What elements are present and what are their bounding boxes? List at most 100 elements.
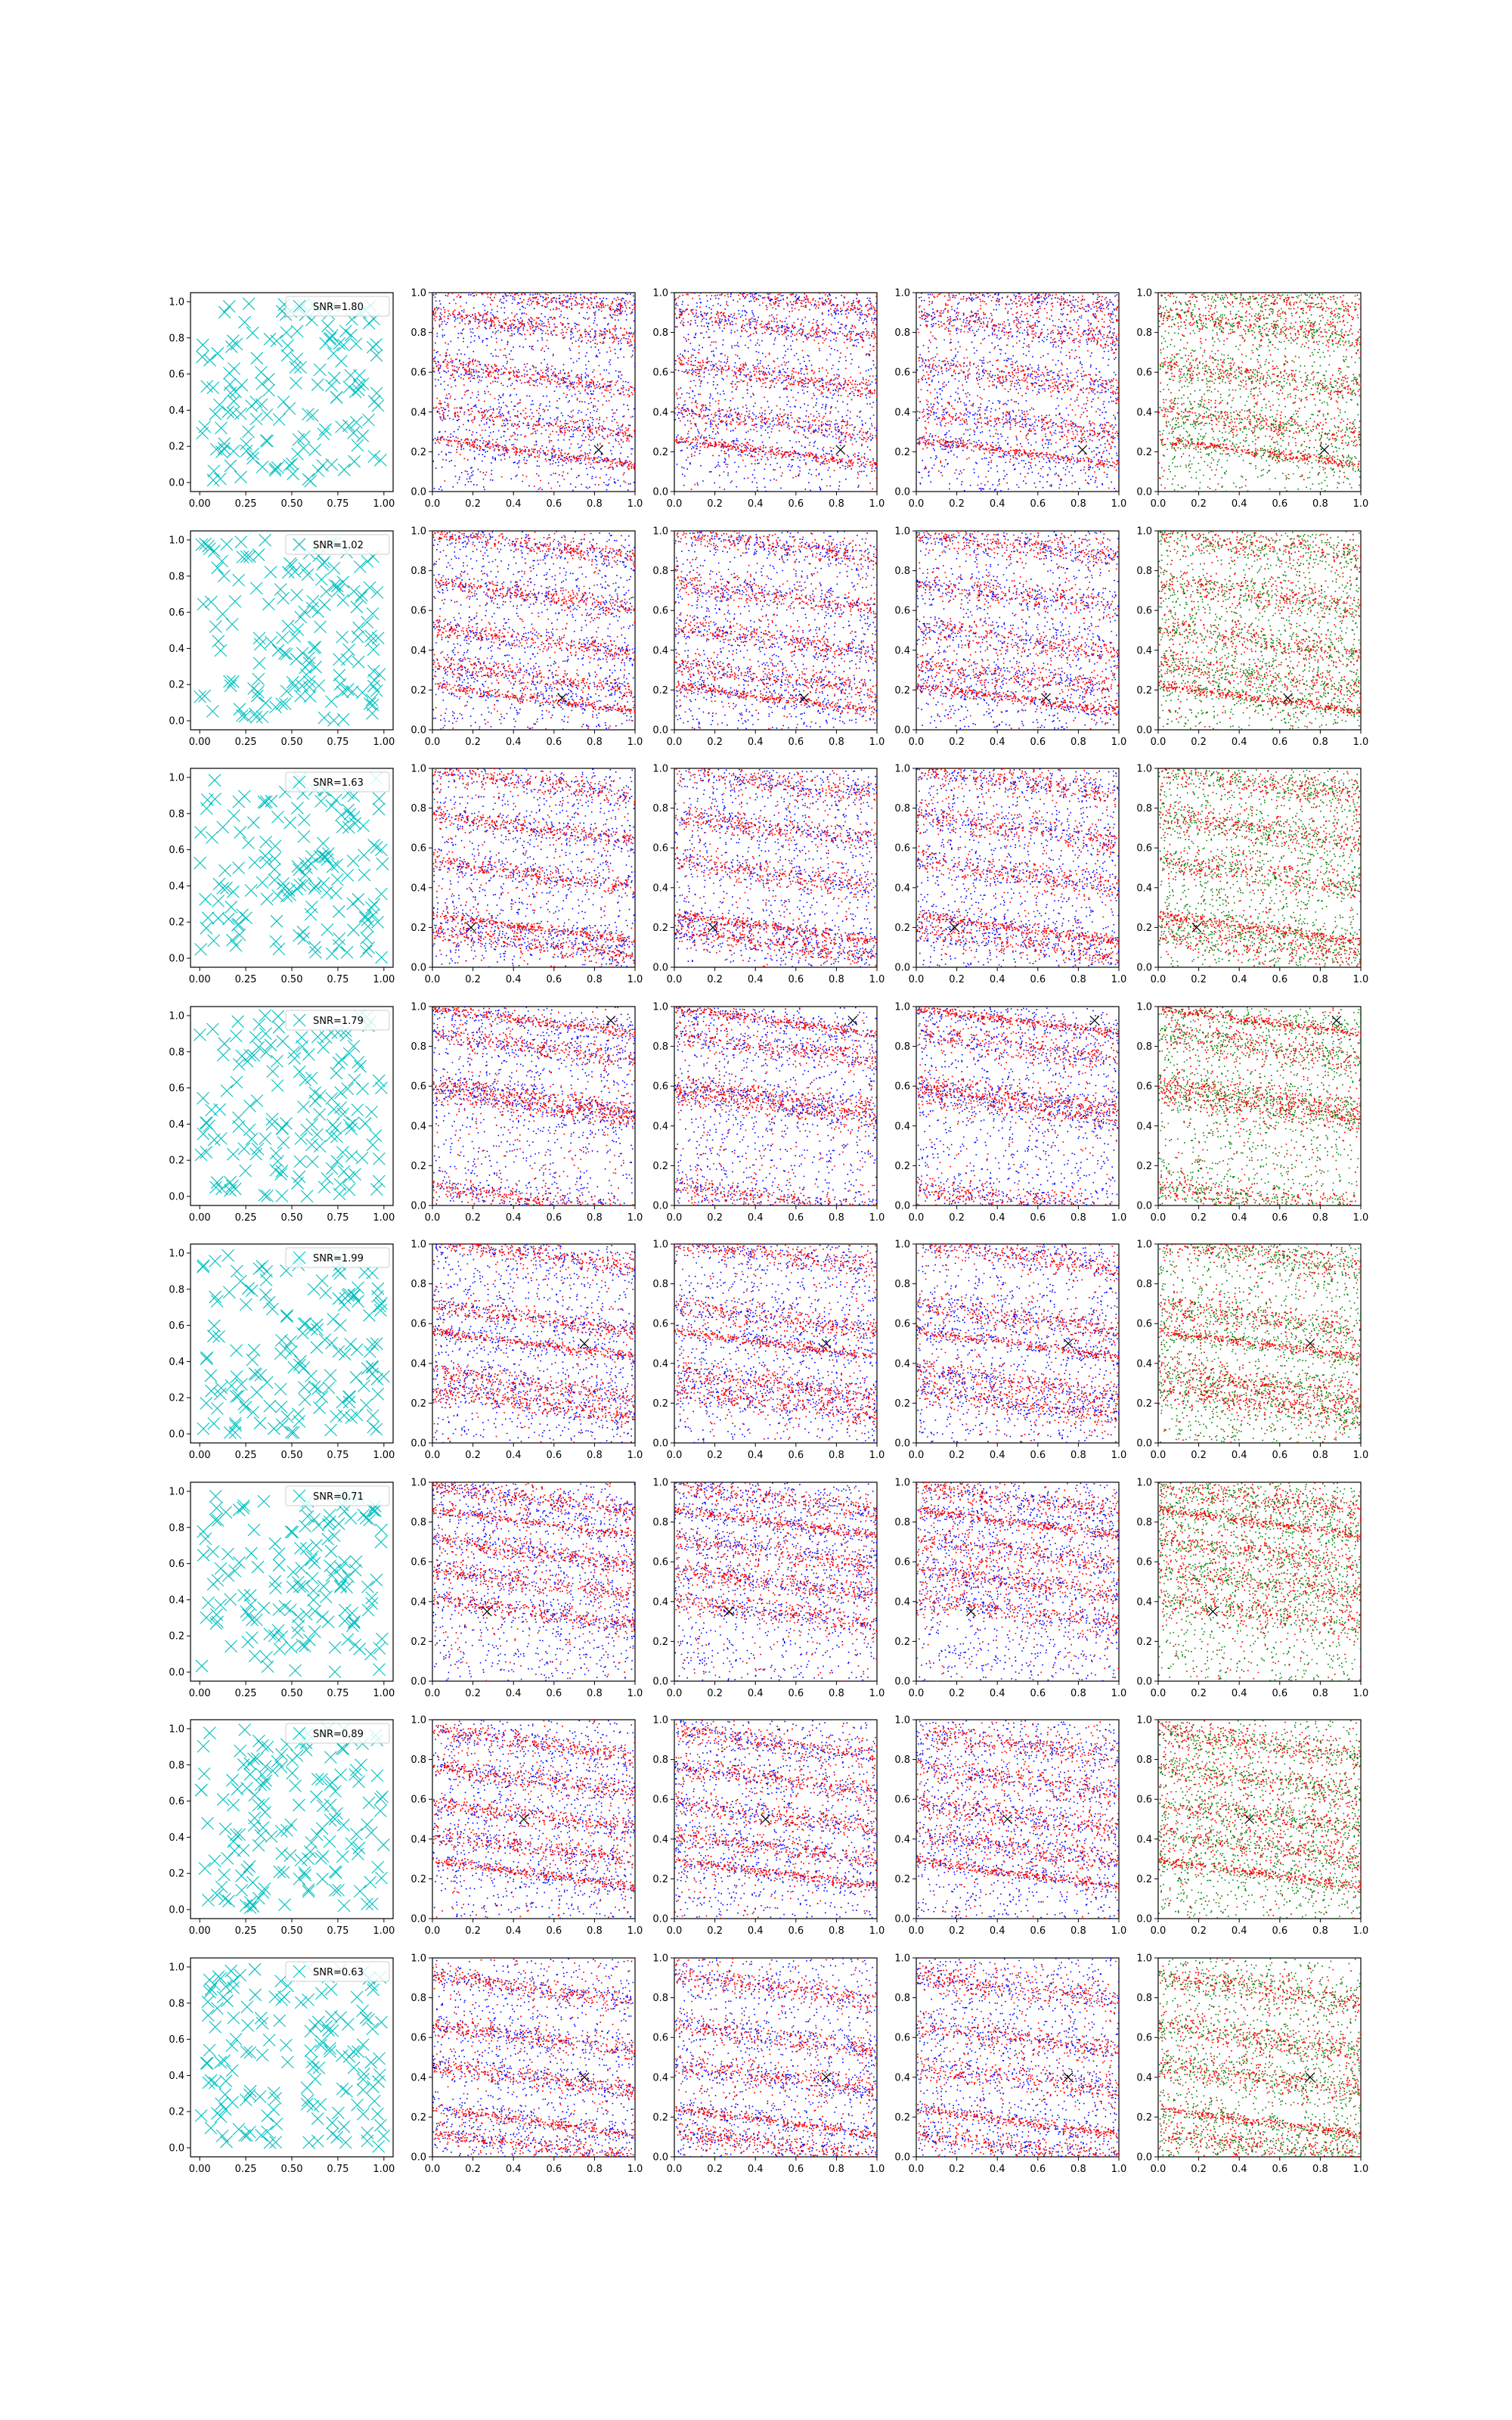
y-tick-label: 0.2 <box>1136 1637 1152 1648</box>
cyan-x-marker <box>327 1313 339 1325</box>
x-tick-label: 0.0 <box>909 974 925 985</box>
y-tick-label: 0.0 <box>894 1677 910 1688</box>
cyan-x-marker <box>277 396 290 408</box>
x-tick-label: 0.8 <box>1070 498 1086 510</box>
cyan-x-marker <box>266 1113 278 1125</box>
x-tick-label: 0.2 <box>707 2164 723 2175</box>
cyan-x-marker <box>287 1767 299 1779</box>
y-tick-label: 0.8 <box>411 1279 426 1290</box>
cyan-x-marker <box>297 926 309 938</box>
dot-series <box>1158 518 1362 731</box>
cyan-x-marker <box>243 1124 256 1136</box>
y-tick-label: 0.6 <box>652 1557 668 1568</box>
cyan-x-marker <box>321 320 333 332</box>
y-tick-label: 0.0 <box>1136 487 1152 498</box>
cyan-x-marker <box>228 1975 240 1987</box>
cyan-x-marker <box>197 1549 209 1561</box>
dot-series <box>1158 1709 1362 1920</box>
x-tick-label: 1.00 <box>373 1688 395 1699</box>
y-tick-label: 0.4 <box>169 1119 184 1131</box>
x-tick-label: 0.0 <box>1151 2164 1167 2175</box>
cyan-x-marker <box>298 878 310 890</box>
cyan-x-marker <box>337 1819 349 1831</box>
cyan-x-marker <box>330 1067 342 1079</box>
y-tick-label: 0.0 <box>169 2143 184 2155</box>
cyan-x-marker <box>361 1819 373 1831</box>
x-tick-label: 0.0 <box>425 974 441 985</box>
cyan-x-marker <box>325 1424 337 1436</box>
truth-x-marker <box>606 1016 615 1025</box>
x-tick-label: 0.2 <box>465 737 481 748</box>
y-tick-label: 0.2 <box>652 1398 668 1410</box>
x-tick-label: 0.25 <box>235 974 257 985</box>
cyan-x-marker <box>320 1591 332 1603</box>
y-tick-label: 1.0 <box>169 1962 184 1973</box>
cyan-x-marker <box>270 1164 282 1176</box>
cyan-x-marker <box>293 1066 305 1078</box>
y-tick-label: 0.8 <box>894 1993 910 2004</box>
truth-x-marker <box>1332 1016 1341 1025</box>
y-tick-label: 0.4 <box>894 1121 910 1132</box>
cyan-x-marker <box>294 1156 306 1168</box>
cyan-x-marker <box>335 1087 347 1099</box>
panel-row5-col3: 0.0 0.2 0.4 0.6 0.8 1.00.00.20.40.60.81.0 <box>652 1230 885 1461</box>
cyan-x-marker <box>314 1109 326 1121</box>
cyan-x-marker <box>239 710 251 722</box>
cyan-x-marker <box>306 1118 318 1131</box>
cyan-x-marker <box>256 2129 268 2141</box>
y-tick-label: 1.0 <box>894 1715 910 1727</box>
cyan-x-marker <box>253 1799 265 1811</box>
cyan-x-marker <box>342 684 354 696</box>
x-tick-label: 0.75 <box>327 1450 349 1461</box>
cyan-x-marker <box>361 1898 373 1910</box>
dot-series <box>916 1475 1120 1682</box>
y-tick-label: 0.4 <box>652 1121 668 1132</box>
y-tick-label: 1.0 <box>652 1953 668 1965</box>
y-tick-label: 0.2 <box>411 1398 426 1410</box>
cyan-x-marker <box>269 463 281 475</box>
x-tick-label: 0.2 <box>707 1925 723 1937</box>
x-tick-label: 0.2 <box>1191 1450 1207 1461</box>
cyan-x-marker <box>197 1128 209 1140</box>
cyan-x-marker <box>363 1797 375 1809</box>
cyan-x-marker <box>243 551 256 563</box>
cyan-x-marker <box>367 2023 379 2035</box>
cyan-marker-series <box>196 1490 388 1678</box>
cyan-x-marker <box>277 1137 290 1149</box>
cyan-x-marker <box>256 1260 268 1272</box>
cyan-x-marker <box>206 1385 218 1397</box>
cyan-x-marker <box>329 1885 341 1897</box>
axes-frame <box>916 1007 1119 1205</box>
cyan-x-marker <box>315 795 327 807</box>
cyan-x-marker <box>291 883 303 895</box>
cyan-x-marker <box>208 1134 220 1146</box>
cyan-x-marker <box>215 2111 227 2123</box>
y-tick-label: 0.8 <box>894 327 910 339</box>
cyan-x-marker <box>202 1817 214 1829</box>
cyan-x-marker <box>329 1642 341 1654</box>
x-tick-label: 0.4 <box>1232 498 1247 510</box>
red-dots <box>432 1477 637 1681</box>
cyan-x-marker <box>333 932 345 945</box>
y-tick-label: 1.0 <box>894 288 910 299</box>
panel-row5-col5: 0.0 0.2 0.4 0.6 0.8 1.00.00.20.40.60.81.0 <box>1136 1226 1368 1462</box>
cyan-x-marker <box>361 1581 373 1593</box>
dot-series <box>916 1002 1120 1231</box>
y-tick-label: 0.0 <box>894 1438 910 1450</box>
cyan-x-marker <box>224 1176 236 1188</box>
x-tick-label: 0.8 <box>829 1212 844 1224</box>
x-tick-label: 0.0 <box>425 2164 441 2175</box>
x-tick-label: 0.4 <box>1232 1688 1247 1699</box>
y-tick-label: 0.6 <box>411 606 426 617</box>
cyan-x-marker <box>330 1866 342 1879</box>
x-tick-label: 0.2 <box>949 2164 965 2175</box>
cyan-x-marker <box>271 1155 284 1167</box>
x-tick-label: 0.8 <box>1312 1688 1328 1699</box>
cyan-x-marker <box>251 1386 263 1398</box>
cyan-x-marker <box>199 1863 211 1875</box>
x-tick-label: 0.0 <box>909 737 925 748</box>
y-tick-label: 0.4 <box>652 883 668 894</box>
cyan-x-marker <box>279 1343 291 1355</box>
x-tick-label: 0.0 <box>425 1450 441 1461</box>
cyan-x-marker <box>246 327 259 339</box>
